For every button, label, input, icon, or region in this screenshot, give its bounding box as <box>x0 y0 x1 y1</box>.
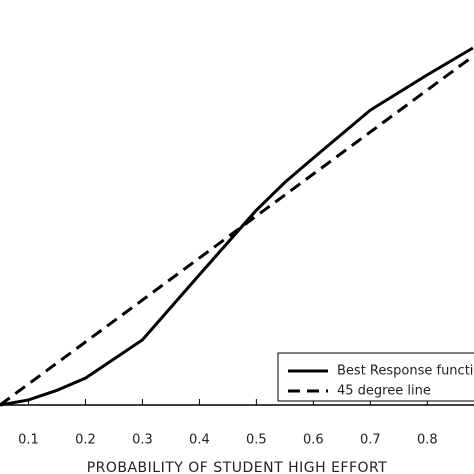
x-tick-label: 0.4 <box>189 433 210 448</box>
x-tick-label: 0.7 <box>360 433 381 448</box>
legend-label: Best Response function <box>337 364 474 379</box>
series-line <box>0 46 474 407</box>
x-tick-label: 0.6 <box>303 433 324 448</box>
x-tick-label: 0.2 <box>75 433 96 448</box>
legend-label: 45 degree line <box>337 384 431 399</box>
x-tick-label: 0.8 <box>417 433 438 448</box>
x-tick-label: 0.3 <box>132 433 153 448</box>
x-axis-label: PROBABILITY OF STUDENT HIGH EFFORT <box>87 460 388 474</box>
legend-box <box>277 352 474 402</box>
series-line <box>0 54 474 407</box>
x-tick-label: 0.1 <box>18 433 39 448</box>
x-tick-label: 0.5 <box>246 433 267 448</box>
